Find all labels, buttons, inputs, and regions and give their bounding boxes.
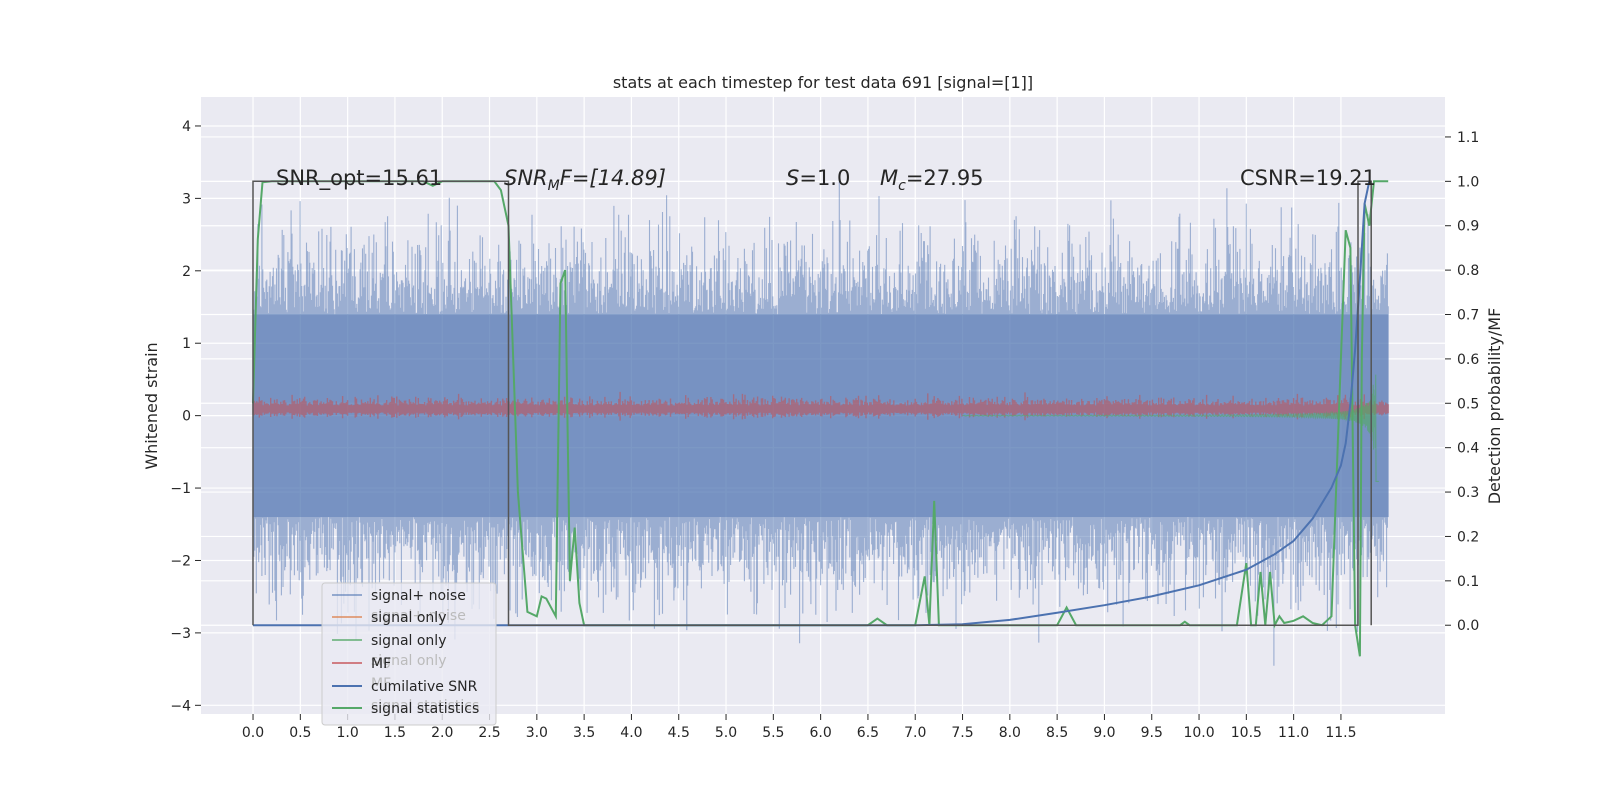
x-tick-label-9: 4.5: [668, 725, 690, 741]
x-tick-label-13: 6.5: [857, 725, 879, 741]
annotation-snr-opt: SNR_opt=15.61: [276, 166, 442, 191]
x-tick-label-0: 0.0: [242, 725, 264, 741]
x-tick-label-8: 4.0: [620, 725, 642, 741]
legend-label-mf: MF: [371, 656, 391, 672]
snr-mf-suffix: F=[14.89]: [560, 166, 666, 190]
x-tick-label-1: 0.5: [289, 725, 311, 741]
right-y-tick-label-5: 0.5: [1457, 396, 1479, 412]
x-tick-label-16: 8.0: [999, 725, 1021, 741]
x-tick-label-5: 2.5: [478, 725, 500, 741]
x-tick-label-12: 6.0: [810, 725, 832, 741]
x-tick-label-7: 3.5: [573, 725, 595, 741]
x-tick-label-23: 11.5: [1325, 725, 1356, 741]
annotation-snr-mf: SNRMF=[14.89]: [504, 166, 666, 194]
x-tick-label-3: 1.5: [384, 725, 406, 741]
right-y-tick-label-8: 0.8: [1457, 263, 1479, 279]
right-y-tick-label-9: 0.9: [1457, 219, 1479, 235]
right-y-axis-label: Detection probability/MF: [1485, 308, 1504, 505]
right-y-tick-label-1: 0.1: [1457, 574, 1479, 590]
y-tick-label-3: −1: [170, 481, 191, 497]
x-tick-label-10: 5.0: [715, 725, 737, 741]
x-axis-ticks: 0.0 0.5 1.0 1.5 2.0 2.5 3.0 3.5 4.0 4.5 5.0 5.5 6.0 6…: [242, 714, 1357, 741]
x-tick-label-6: 3.0: [526, 725, 548, 741]
legend: signal+ noise signal only MF signal stat…: [321, 582, 497, 726]
legend-label-signal-only-2: signal only: [371, 633, 446, 649]
right-y-tick-label-6: 0.6: [1457, 352, 1479, 368]
signal-only-chirp: [962, 374, 1379, 482]
x-tick-label-15: 7.5: [951, 725, 973, 741]
legend-ghost-2: signal only: [371, 653, 446, 669]
right-y-tick-label-10: 1.0: [1457, 174, 1479, 190]
mc-subscript: c: [898, 178, 906, 194]
right-y-tick-label-4: 0.4: [1457, 441, 1479, 457]
x-tick-label-19: 9.5: [1141, 725, 1163, 741]
y-tick-label-0: −4: [170, 698, 191, 714]
y-tick-label-5: 1: [182, 336, 191, 352]
right-y-tick-label-11: 1.1: [1457, 130, 1479, 146]
y-axis-ticks: −4 −3 −2 −1 0 1 2 3 4: [170, 119, 201, 714]
legend-ghost-4: signal statistics: [371, 698, 479, 714]
annotation-mc: Mc=27.95: [880, 166, 984, 194]
chart-title: stats at each timestep for test data 691…: [613, 73, 1033, 92]
s-label: S: [786, 166, 799, 190]
y-tick-label-6: 2: [182, 264, 191, 280]
x-tick-label-22: 11.0: [1278, 725, 1309, 741]
right-y-tick-label-7: 0.7: [1457, 308, 1479, 324]
legend-label-cumulative-snr: cumilative SNR: [371, 679, 478, 695]
legend-label-signal-only-1: signal only: [371, 610, 446, 626]
y-tick-label-4: 0: [182, 409, 191, 425]
y-tick-label-7: 3: [182, 191, 191, 207]
y-tick-label-1: −3: [170, 626, 191, 642]
annotation-s: S=1.0: [786, 166, 850, 190]
y-tick-label-2: −2: [170, 553, 191, 569]
x-tick-label-2: 1.0: [336, 725, 358, 741]
right-y-tick-label-2: 0.2: [1457, 529, 1479, 545]
signal-only-chirp-line: [962, 374, 1379, 482]
right-y-tick-label-0: 0.0: [1457, 618, 1479, 634]
x-tick-label-4: 2.0: [431, 725, 453, 741]
snr-mf-prefix: SNR: [504, 166, 548, 190]
y-tick-label-8: 4: [182, 119, 191, 135]
right-y-tick-label-3: 0.3: [1457, 485, 1479, 501]
x-tick-label-21: 10.5: [1231, 725, 1262, 741]
x-tick-label-14: 7.0: [904, 725, 926, 741]
x-tick-label-20: 10.0: [1183, 725, 1214, 741]
series-lines: [252, 180, 1389, 657]
x-tick-label-18: 9.0: [1093, 725, 1115, 741]
legend-ghost-1: signal+ noise: [371, 608, 466, 624]
series-cumulative-snr: [253, 181, 1371, 627]
mc-label: M: [880, 166, 898, 190]
series-injection-box: [252, 180, 1372, 626]
annotation-csnr: CSNR=19.21: [1240, 166, 1376, 190]
legend-label-signal-statistics: signal statistics: [371, 701, 479, 717]
legend-box: [321, 582, 497, 726]
snr-mf-subscript: M: [548, 178, 560, 194]
x-tick-label-11: 5.5: [762, 725, 784, 741]
right-y-axis-ticks: 0.0 0.1 0.2 0.3 0.4 0.5 0.6 0.7 0.8 0.9 1.0 1.1: [1445, 130, 1479, 634]
x-tick-label-17: 8.5: [1046, 725, 1068, 741]
legend-label-signal-noise: signal+ noise: [371, 588, 466, 604]
mc-value: =27.95: [906, 166, 984, 190]
s-value: =1.0: [799, 166, 850, 190]
y-axis-label: Whitened strain: [142, 342, 161, 469]
legend-ghost-3: MF: [371, 676, 391, 692]
